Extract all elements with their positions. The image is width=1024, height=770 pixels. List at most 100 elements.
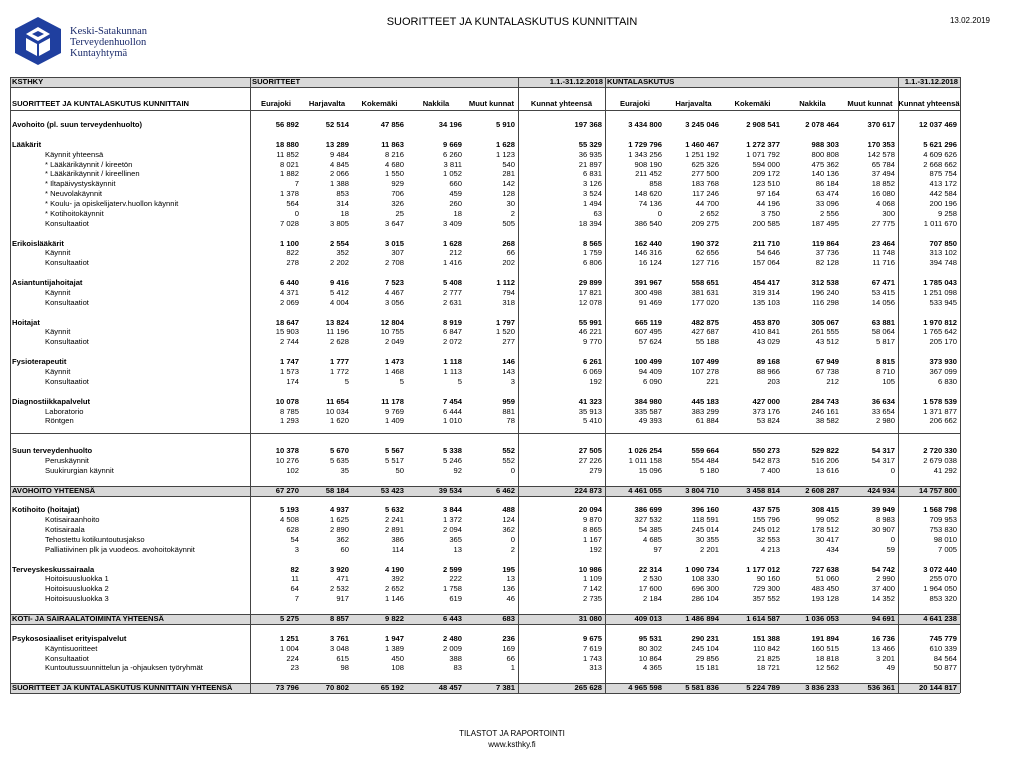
row-label: Konsultaatiot [45, 653, 89, 663]
value-cell: 65 784 [871, 159, 895, 169]
total-border [10, 693, 960, 695]
value-cell: 60 [340, 544, 349, 554]
value-cell: 91 469 [638, 297, 662, 307]
value-cell: 95 531 [638, 633, 662, 643]
value-cell: 2 072 [442, 337, 462, 347]
value-cell: 284 743 [811, 396, 839, 406]
value-cell: 853 [336, 189, 349, 199]
total-border [10, 614, 960, 615]
value-cell: 300 [882, 208, 895, 218]
value-cell: 424 934 [867, 485, 895, 495]
value-cell: 2 608 287 [805, 485, 839, 495]
value-cell: 4 461 055 [628, 485, 662, 495]
value-cell: 1 388 [329, 179, 349, 189]
value-cell: 1 409 [384, 416, 404, 426]
value-cell: 49 393 [638, 416, 662, 426]
value-cell: 1 052 [442, 169, 462, 179]
value-cell: 318 [502, 297, 515, 307]
value-cell: 5 621 296 [923, 139, 957, 149]
value-cell: 52 514 [325, 120, 349, 129]
group-label: 1.1.-31.12.2018 [549, 77, 603, 86]
value-cell: 2 049 [384, 337, 404, 347]
row-label: Hoitoisuusluokka 2 [45, 584, 109, 594]
value-cell: 11 [291, 574, 299, 584]
value-cell: 170 353 [867, 139, 895, 149]
value-cell: 4 004 [329, 297, 349, 307]
value-cell: 90 160 [756, 574, 780, 584]
value-cell: 8 785 [279, 406, 299, 416]
value-cell: 54 317 [871, 446, 895, 456]
value-cell: 58 184 [325, 485, 349, 495]
value-cell: 277 [502, 337, 515, 347]
value-cell: 0 [890, 465, 895, 475]
value-cell: 10 986 [578, 564, 602, 574]
value-cell: 2 201 [699, 544, 719, 554]
value-cell: 800 808 [811, 149, 839, 159]
value-cell: 66 [506, 248, 515, 258]
value-cell: 146 [502, 357, 515, 367]
value-cell: 63 881 [871, 317, 895, 327]
value-cell: 5 193 [279, 505, 299, 515]
value-cell: 881 [502, 406, 515, 416]
value-cell: 625 326 [691, 159, 719, 169]
value-cell: 607 495 [634, 327, 662, 337]
value-cell: 281 [502, 169, 515, 179]
value-cell: 80 302 [638, 643, 662, 653]
value-cell: 58 064 [871, 327, 895, 337]
column-header: Kunnat yhteensä [898, 99, 960, 108]
column-header: Muut kunnat [847, 99, 893, 108]
value-cell: 314 [336, 199, 349, 209]
value-cell: 124 [502, 515, 515, 525]
value-cell: 1 573 [279, 367, 299, 376]
value-cell: 110 842 [753, 643, 780, 653]
value-cell: 155 796 [752, 515, 780, 525]
value-cell: 6 806 [582, 258, 602, 268]
value-cell: 9 669 [442, 139, 462, 149]
value-cell: 326 [391, 199, 404, 209]
value-cell: 5 632 [384, 505, 404, 515]
value-cell: 38 582 [815, 416, 839, 426]
group-label: KUNTALASKUTUS [607, 77, 675, 86]
value-cell: 1 970 812 [923, 317, 957, 327]
row-label: Hoitoisuusluokka 3 [45, 594, 109, 604]
value-cell: 308 415 [811, 505, 839, 515]
value-cell: 388 [449, 653, 462, 663]
value-cell: 4 508 [279, 515, 299, 525]
value-cell: 307 [391, 248, 404, 258]
value-cell: 8 815 [875, 357, 895, 367]
value-cell: 6 443 [442, 614, 462, 623]
value-cell: 2 532 [329, 584, 349, 594]
row-label: * Kotihoitokäynnit [45, 208, 104, 218]
value-cell: 391 967 [634, 278, 662, 288]
value-cell: 9 822 [384, 614, 404, 623]
value-cell: 17 821 [578, 287, 602, 297]
value-cell: 542 873 [752, 455, 780, 465]
value-cell: 7 [294, 594, 299, 604]
row-label: * Lääkärikäynnit / kireetön [45, 159, 133, 169]
value-cell: 30 907 [871, 525, 895, 535]
value-cell: 559 664 [691, 446, 719, 456]
value-cell: 2 599 [442, 564, 462, 574]
value-cell: 409 013 [634, 614, 662, 623]
value-cell: 1 625 [329, 515, 349, 525]
value-cell: 2 652 [384, 584, 404, 594]
value-cell: 197 368 [574, 120, 602, 129]
value-cell: 18 852 [871, 179, 895, 189]
value-cell: 450 [391, 653, 404, 663]
value-cell: 143 [502, 367, 515, 376]
value-cell: 1 251 [279, 633, 299, 643]
value-cell: 8 865 [582, 525, 602, 535]
value-cell: 1 628 [442, 238, 462, 248]
value-cell: 0 [890, 534, 895, 544]
value-cell: 265 628 [574, 683, 602, 693]
value-cell: 8 565 [582, 238, 602, 248]
value-cell: 86 184 [815, 179, 839, 189]
value-cell: 3 811 [443, 159, 462, 169]
value-cell: 536 361 [867, 683, 895, 693]
value-cell: 3 409 [442, 218, 462, 228]
value-cell: 2 530 [642, 574, 662, 584]
value-cell: 929 [391, 179, 404, 189]
value-cell: 37 400 [871, 584, 895, 594]
total-band [10, 485, 960, 496]
